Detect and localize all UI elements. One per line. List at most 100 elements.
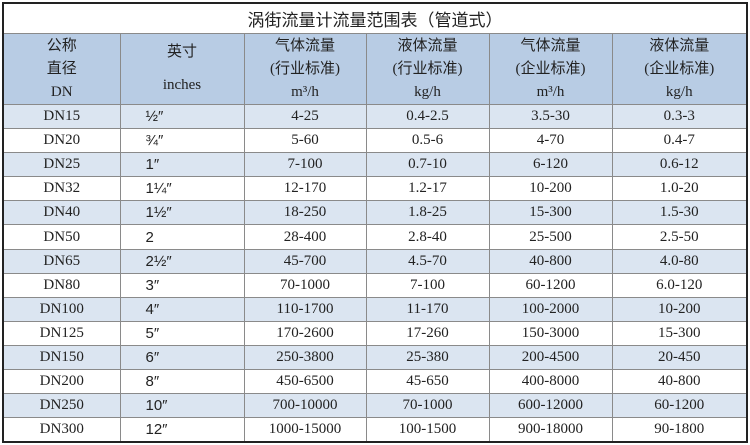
cell-gas-flow-industry: 4-25 — [243, 103, 367, 130]
cell-gas-flow-enterprise: 400-8000 — [488, 369, 613, 395]
cell-nominal-diameter: DN65 — [2, 248, 121, 274]
cell-nominal-diameter: DN125 — [2, 320, 121, 346]
cell-gas-flow-industry: 18-250 — [243, 200, 367, 226]
cell-liquid-flow-industry: 7-100 — [365, 272, 490, 298]
cell-gas-flow-industry: 70-1000 — [243, 272, 367, 298]
cell-liquid-flow-enterprise: 60-1200 — [611, 393, 748, 419]
header-line: (行业标准) — [270, 60, 340, 77]
table-row: DN80 3″ 70-1000 7-100 60-1200 6.0-120 — [2, 272, 748, 298]
cell-liquid-flow-enterprise: 0.4-7 — [611, 128, 748, 154]
cell-gas-flow-enterprise: 6-120 — [488, 152, 613, 178]
table-row: DN150 6″ 250-3800 25-380 200-4500 20-450 — [2, 344, 748, 371]
header-line: (行业标准) — [392, 60, 463, 77]
header-line: m³/h — [536, 83, 565, 100]
cell-liquid-flow-enterprise: 20-450 — [611, 344, 748, 371]
cell-liquid-flow-enterprise: 1.0-20 — [611, 176, 748, 202]
cell-gas-flow-enterprise: 25-500 — [488, 224, 613, 250]
cell-nominal-diameter: DN200 — [2, 369, 121, 395]
cell-gas-flow-industry: 45-700 — [243, 248, 367, 274]
table-row: DN100 4″ 110-1700 11-170 100-2000 10-200 — [2, 296, 748, 322]
cell-inches: 1¼″ — [119, 176, 245, 202]
cell-nominal-diameter: DN100 — [2, 296, 121, 322]
cell-liquid-flow-enterprise: 40-800 — [611, 369, 748, 395]
cell-inches: 3″ — [119, 272, 245, 298]
cell-liquid-flow-enterprise: 15-300 — [611, 320, 748, 346]
cell-gas-flow-industry: 110-1700 — [243, 296, 367, 322]
cell-nominal-diameter: DN20 — [2, 128, 121, 154]
cell-inches: 2 — [119, 224, 245, 250]
table-row: DN40 1½″ 18-250 1.8-25 15-300 1.5-30 — [2, 200, 748, 226]
cell-inches: ½″ — [119, 103, 245, 130]
header-line: 气体流量 — [274, 37, 335, 54]
cell-gas-flow-industry: 28-400 — [243, 224, 367, 250]
cell-inches: 2½″ — [119, 248, 245, 274]
cell-liquid-flow-enterprise: 10-200 — [611, 296, 748, 322]
cell-gas-flow-enterprise: 15-300 — [488, 200, 613, 226]
cell-nominal-diameter: DN25 — [2, 152, 121, 178]
table-row: DN125 5″ 170-2600 17-260 150-3000 15-300 — [2, 320, 748, 346]
cell-gas-flow-industry: 700-10000 — [243, 393, 367, 419]
table-body: DN15 ½″ 4-25 0.4-2.5 3.5-30 0.3-3 DN20 ¾″ 5-60 0.… — [2, 103, 748, 443]
cell-gas-flow-enterprise: 10-200 — [488, 176, 613, 202]
header-gas-flow-enterprise: 气体流量 (企业标准) m³/h — [488, 33, 613, 105]
table-row: DN32 1¼″ 12-170 1.2-17 10-200 1.0-20 — [2, 176, 748, 202]
header-line: 公称 — [46, 37, 77, 54]
table-row: DN200 8″ 450-6500 45-650 400-8000 40-800 — [2, 369, 748, 395]
cell-gas-flow-enterprise: 4-70 — [488, 128, 613, 154]
cell-nominal-diameter: DN80 — [2, 272, 121, 298]
cell-inches: 1½″ — [119, 200, 245, 226]
cell-nominal-diameter: DN40 — [2, 200, 121, 226]
table-title: 涡街流量计流量范围表（管道式） — [2, 2, 748, 34]
header-line: kg/h — [665, 83, 693, 100]
table-row: DN250 10″ 700-10000 70-1000 600-12000 60-1200 — [2, 393, 748, 419]
table-row: DN25 1″ 7-100 0.7-10 6-120 0.6-12 — [2, 152, 748, 178]
table-row: DN65 2½″ 45-700 4.5-70 40-800 4.0-80 — [2, 248, 748, 274]
cell-inches: 4″ — [119, 296, 245, 322]
cell-liquid-flow-industry: 1.2-17 — [365, 176, 490, 202]
cell-nominal-diameter: DN32 — [2, 176, 121, 202]
cell-liquid-flow-industry: 0.4-2.5 — [365, 103, 490, 130]
cell-liquid-flow-industry: 0.7-10 — [365, 152, 490, 178]
cell-gas-flow-enterprise: 600-12000 — [488, 393, 613, 419]
table-row: DN20 ¾″ 5-60 0.5-6 4-70 0.4-7 — [2, 128, 748, 154]
header-line: 液体流量 — [397, 37, 458, 54]
header-line: m³/h — [291, 83, 319, 100]
cell-liquid-flow-industry: 4.5-70 — [365, 248, 490, 274]
cell-nominal-diameter: DN15 — [2, 103, 121, 130]
header-line: 英寸 — [166, 44, 197, 60]
cell-inches: 8″ — [119, 369, 245, 395]
header-nominal-diameter: 公称 直径 DN — [2, 33, 121, 105]
cell-gas-flow-industry: 250-3800 — [243, 344, 367, 371]
cell-liquid-flow-industry: 17-260 — [365, 320, 490, 346]
cell-gas-flow-enterprise: 200-4500 — [488, 344, 613, 371]
header-row: 公称 直径 DN 英寸 inches 气体流量 (行业标准) m³/h 液体流量 (行业标准) kg… — [2, 33, 748, 105]
cell-liquid-flow-enterprise: 90-1800 — [611, 417, 748, 443]
cell-inches: ¾″ — [119, 128, 245, 154]
header-line: inches — [162, 77, 202, 93]
cell-liquid-flow-industry: 25-380 — [365, 344, 490, 371]
cell-liquid-flow-industry: 45-650 — [365, 369, 490, 395]
cell-gas-flow-enterprise: 100-2000 — [488, 296, 613, 322]
cell-inches: 5″ — [119, 320, 245, 346]
cell-gas-flow-enterprise: 150-3000 — [488, 320, 613, 346]
table-row: DN15 ½″ 4-25 0.4-2.5 3.5-30 0.3-3 — [2, 103, 748, 130]
header-line: (企业标准) — [644, 60, 715, 77]
cell-gas-flow-industry: 12-170 — [243, 176, 367, 202]
cell-liquid-flow-industry: 11-170 — [365, 296, 490, 322]
header-line: DN — [50, 83, 73, 100]
header-liquid-flow-industry: 液体流量 (行业标准) kg/h — [365, 33, 490, 105]
cell-liquid-flow-enterprise: 4.0-80 — [611, 248, 748, 274]
header-line: 气体流量 — [520, 37, 581, 54]
cell-liquid-flow-enterprise: 0.6-12 — [611, 152, 748, 178]
cell-liquid-flow-industry: 1.8-25 — [365, 200, 490, 226]
cell-gas-flow-enterprise: 60-1200 — [488, 272, 613, 298]
cell-gas-flow-industry: 1000-15000 — [243, 417, 367, 443]
header-inches: 英寸 inches — [119, 33, 245, 105]
table-row: DN300 12″ 1000-15000 100-1500 900-18000 90-18… — [2, 417, 748, 443]
header-line: 液体流量 — [649, 37, 710, 54]
header-line: kg/h — [414, 83, 441, 100]
cell-liquid-flow-industry: 70-1000 — [365, 393, 490, 419]
cell-liquid-flow-enterprise: 2.5-50 — [611, 224, 748, 250]
cell-liquid-flow-industry: 100-1500 — [365, 417, 490, 443]
